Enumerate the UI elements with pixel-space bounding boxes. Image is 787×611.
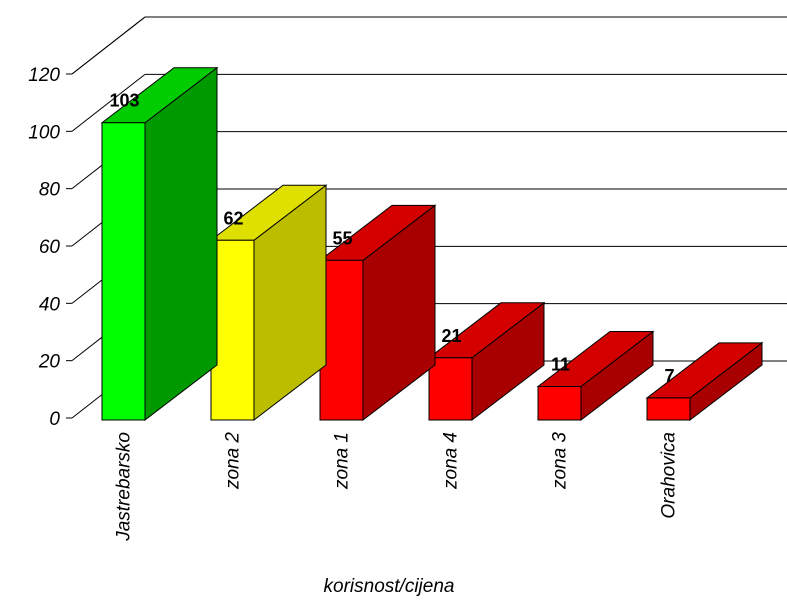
y-tick-label: 40 — [39, 294, 61, 315]
data-label: 11 — [551, 354, 570, 374]
x-tick-label: zona 4 — [441, 432, 462, 490]
bar-3 — [318, 204, 437, 422]
bar-4 — [427, 301, 546, 422]
y-tick-label: 0 — [49, 409, 60, 430]
bar-2 — [209, 184, 328, 422]
x-tick-label: Jastrebarsko — [114, 432, 135, 542]
data-label: 62 — [223, 208, 243, 228]
x-axis-title: korisnost/cijena — [324, 576, 455, 597]
data-label: 55 — [332, 228, 352, 248]
bar-5 — [536, 330, 655, 422]
data-label: 103 — [109, 91, 139, 111]
gridlines — [66, 16, 787, 419]
x-tick-label: Orahovica — [659, 432, 680, 519]
bar-front-face — [646, 397, 691, 421]
y-tick-label: 80 — [39, 180, 61, 201]
bar-front-face — [210, 239, 255, 421]
x-tick-labels: Jastrebarsko zona 2 zona 1 zona 4 zona 3 Orah… — [114, 432, 680, 542]
data-label: 7 — [664, 366, 674, 386]
y-tick-label: 20 — [38, 352, 61, 373]
gridline-left — [71, 73, 146, 132]
bar-side-face — [144, 66, 218, 422]
chart-walls — [71, 16, 787, 75]
x-tick-label: zona 3 — [550, 432, 571, 490]
bar-front-face — [428, 357, 473, 421]
x-tick-label: zona 1 — [332, 432, 353, 490]
bar-6 — [645, 341, 764, 422]
x-tick-label: zona 2 — [223, 432, 244, 490]
bar-front-face — [101, 122, 146, 421]
y-tick-label: 60 — [39, 237, 61, 258]
data-label: 21 — [441, 326, 461, 346]
gridline-left — [71, 16, 146, 75]
data-labels: 103 62 55 21 11 7 — [109, 91, 674, 386]
bars — [100, 66, 764, 422]
bar-1 — [100, 66, 219, 422]
bar-front-face — [319, 259, 364, 421]
bar-front-face — [537, 385, 582, 421]
y-tick-label: 100 — [28, 122, 60, 143]
y-tick-label: 120 — [28, 65, 60, 86]
y-tick-labels: 0 20 40 60 80 100 120 — [28, 65, 60, 430]
